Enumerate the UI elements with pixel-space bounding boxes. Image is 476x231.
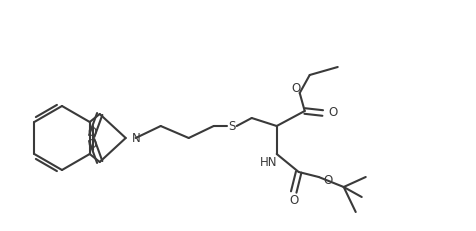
Text: O: O bbox=[329, 106, 338, 119]
Text: S: S bbox=[228, 119, 236, 133]
Text: O: O bbox=[324, 173, 333, 186]
Text: O: O bbox=[289, 194, 298, 207]
Text: N: N bbox=[132, 131, 140, 145]
Text: HN: HN bbox=[260, 155, 278, 168]
Text: O: O bbox=[87, 137, 96, 151]
Text: O: O bbox=[87, 125, 96, 139]
Text: O: O bbox=[291, 82, 300, 94]
